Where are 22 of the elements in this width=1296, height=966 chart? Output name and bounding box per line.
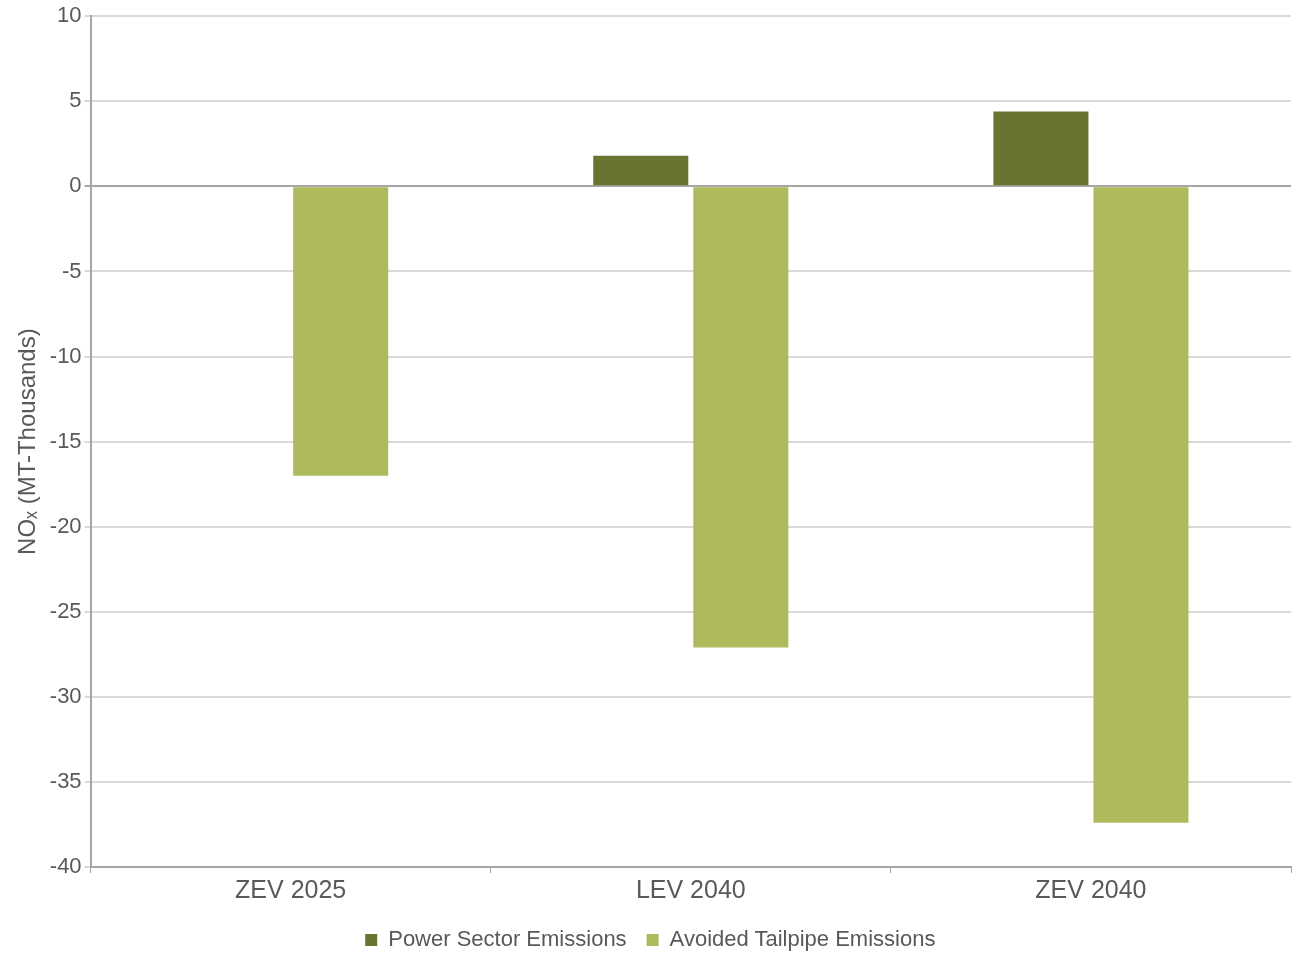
bar [993, 111, 1089, 186]
y-tick-label: -20 [49, 512, 82, 538]
y-tick-label: -15 [49, 427, 82, 453]
x-tick-label: ZEV 2025 [235, 874, 347, 903]
y-tick-label: -40 [49, 853, 82, 879]
x-tick-label: ZEV 2040 [1035, 874, 1147, 903]
y-tick-label: 10 [57, 2, 82, 28]
legend-label: Avoided Tailpipe Emissions [669, 926, 936, 952]
bar [693, 187, 789, 648]
y-tick-label: 0 [69, 172, 82, 198]
bar [1093, 187, 1189, 823]
y-tick-label: -35 [49, 767, 82, 793]
y-tick-label: 5 [69, 87, 82, 113]
bar [293, 187, 389, 476]
x-tick-label: LEV 2040 [635, 874, 746, 903]
y-tick-label: -25 [49, 597, 82, 623]
bar [593, 155, 689, 186]
y-tick-label: -30 [49, 682, 82, 708]
y-tick-label: -10 [49, 342, 82, 368]
legend-label: Power Sector Emissions [388, 926, 627, 952]
y-tick-label: -5 [62, 257, 82, 283]
y-axis-title: NOₓ (MT-Thousands) [13, 328, 41, 555]
